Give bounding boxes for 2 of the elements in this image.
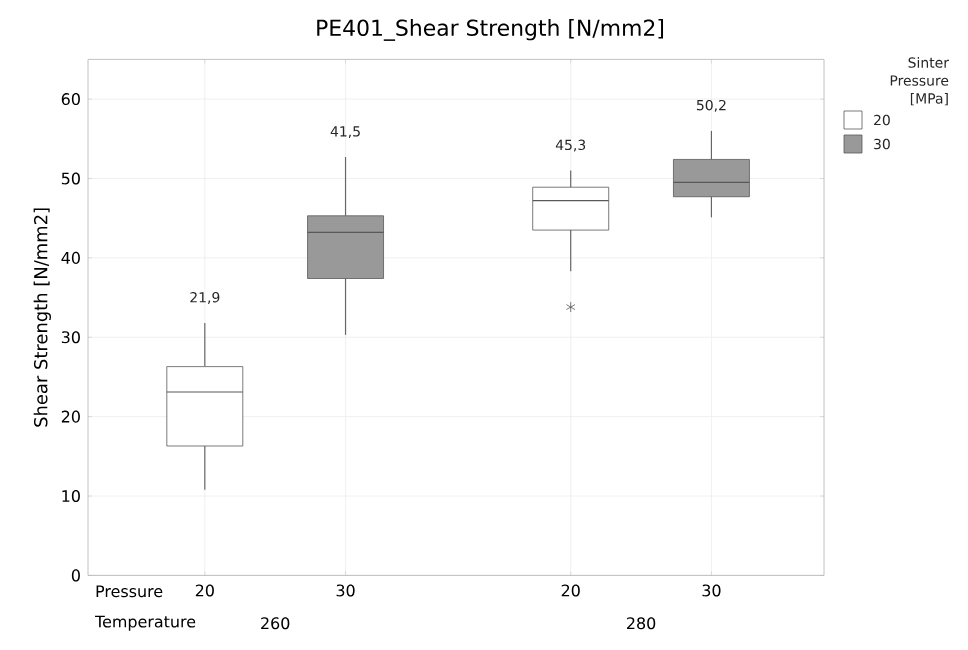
y-axis-title: Shear Strength [N/mm2] xyxy=(33,208,51,427)
chart-title: PE401_Shear Strength [N/mm2] xyxy=(317,19,664,41)
